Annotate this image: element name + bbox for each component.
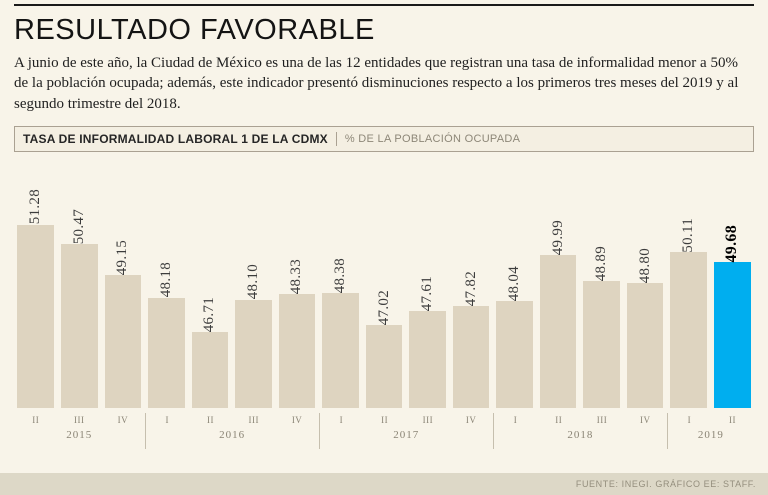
- x-axis: II III IV 2015 I II III IV 2016 I II III IV 2017 I II II…: [14, 412, 754, 449]
- bar-column: 50.11: [667, 213, 711, 408]
- bar-value-label: 49.15: [114, 239, 131, 275]
- bar-value-label: 48.38: [331, 257, 348, 293]
- bar: [583, 280, 620, 408]
- bar: [17, 224, 55, 408]
- quarter-label: III: [248, 414, 260, 425]
- quarter-label-row: I II III IV: [146, 415, 319, 425]
- bar-column: 48.80: [623, 243, 667, 408]
- bar: [539, 255, 577, 408]
- bar: [104, 274, 142, 408]
- quarter-label-row: I II III IV: [494, 415, 667, 425]
- quarter-label: II: [207, 414, 214, 425]
- quarter-label: IV: [640, 414, 651, 425]
- bar-value-label: 51.28: [27, 189, 44, 225]
- year-label: 2019: [697, 428, 724, 441]
- year-label: 2018: [567, 428, 594, 441]
- bar-column: 48.18: [145, 257, 189, 408]
- bar-value-label: 48.10: [244, 264, 261, 300]
- bar: [148, 297, 185, 408]
- footer-strip: FUENTE: INEGI. GRÁFICO EE: STAFF.: [0, 473, 768, 495]
- year-label: 2015: [66, 428, 93, 441]
- year-label: 2017: [393, 428, 420, 441]
- bar-value-label: 48.33: [288, 258, 305, 295]
- bar-column: 46.71: [188, 292, 232, 408]
- bar-value-label: 47.61: [419, 275, 436, 312]
- quarter-label: IV: [117, 414, 129, 425]
- quarter-label-row: I II: [668, 415, 754, 425]
- page-title: RESULTADO FAVORABLE: [14, 14, 375, 46]
- bar-column: 47.02: [362, 285, 406, 408]
- bar-column: 48.89: [580, 241, 624, 408]
- bar-column: 50.47: [58, 204, 102, 408]
- quarter-label-row: I II III IV: [320, 415, 493, 425]
- quarter-label: IV: [291, 414, 303, 425]
- quarter-label: I: [687, 414, 692, 425]
- bar-column: 48.33: [275, 254, 319, 408]
- bar: [322, 292, 359, 408]
- quarter-label: I: [513, 414, 518, 425]
- quarter-label: I: [165, 414, 169, 425]
- bar-column: 49.15: [101, 235, 145, 408]
- bar-column: 48.04: [493, 261, 537, 408]
- chart-header-divider: [335, 131, 337, 146]
- source-credit: FUENTE: INEGI. GRÁFICO EE: STAFF.: [575, 479, 756, 489]
- bar-value-label: 48.80: [636, 247, 653, 284]
- bar-column: 48.38: [319, 253, 363, 408]
- quarter-label: II: [32, 414, 40, 425]
- bar: [61, 243, 98, 408]
- chart-title: TASA DE INFORMALIDAD LABORAL 1 DE LA CDM…: [23, 131, 328, 146]
- quarter-label: III: [596, 414, 608, 425]
- axis-year-group: II III IV 2015: [14, 413, 145, 449]
- bar: [452, 306, 490, 408]
- quarter-label: II: [555, 414, 563, 425]
- bar-value-label: 48.18: [157, 262, 174, 298]
- bar: [409, 311, 446, 408]
- bar-value-label: 46.71: [201, 296, 218, 333]
- quarter-label: IV: [465, 414, 477, 425]
- quarter-label: III: [422, 414, 434, 425]
- quarter-label: I: [339, 414, 344, 425]
- bar: [496, 300, 533, 408]
- axis-year-group: I II 2019: [666, 412, 754, 449]
- bar: [670, 252, 708, 408]
- quarter-label: II: [728, 414, 736, 425]
- bar-column: 47.82: [449, 266, 493, 408]
- axis-year-group: I II III IV 2016: [144, 412, 319, 449]
- bar-column: 48.10: [232, 259, 276, 408]
- bar-value-label: 47.82: [462, 270, 479, 307]
- top-rule: [14, 4, 754, 6]
- bar-highlighted: [713, 262, 751, 408]
- bar-value-label: 49.68: [723, 224, 741, 263]
- year-label: 2016: [219, 428, 246, 441]
- bar-value-label: 50.11: [680, 217, 697, 253]
- axis-year-group: I II III IV 2017: [318, 412, 493, 449]
- bar-column: 49.99: [536, 215, 580, 408]
- quarter-label: II: [381, 414, 389, 425]
- bar-column: 49.68: [711, 220, 755, 408]
- chart-header-bar: TASA DE INFORMALIDAD LABORAL 1 DE LA CDM…: [14, 125, 754, 152]
- bar-column: 47.61: [406, 271, 450, 408]
- bar: [278, 294, 316, 408]
- bar-column: 51.28: [14, 184, 58, 408]
- quarter-label-row: II III IV: [14, 415, 145, 425]
- axis-year-group: I II III IV 2018: [492, 412, 667, 449]
- quarter-label: III: [74, 414, 85, 425]
- bar: [626, 283, 664, 408]
- bar-value-label: 47.02: [375, 289, 392, 325]
- bar: [191, 332, 229, 408]
- bar-value-label: 50.47: [70, 208, 87, 244]
- bar-value-label: 48.89: [593, 245, 610, 281]
- bar: [365, 324, 403, 408]
- bar: [235, 299, 272, 408]
- infographic: RESULTADO FAVORABLE A junio de este año,…: [0, 4, 768, 495]
- bar-value-label: 48.04: [506, 265, 523, 301]
- bars: 51.28 50.47 49.15 48.18 46.71 48.10 48.33 48.38…: [14, 162, 754, 408]
- description-text: A junio de este año, la Ciudad de México…: [14, 55, 739, 112]
- chart-unit-label: % DE LA POBLACIÓN OCUPADA: [344, 132, 521, 145]
- bar-value-label: 49.99: [549, 219, 566, 256]
